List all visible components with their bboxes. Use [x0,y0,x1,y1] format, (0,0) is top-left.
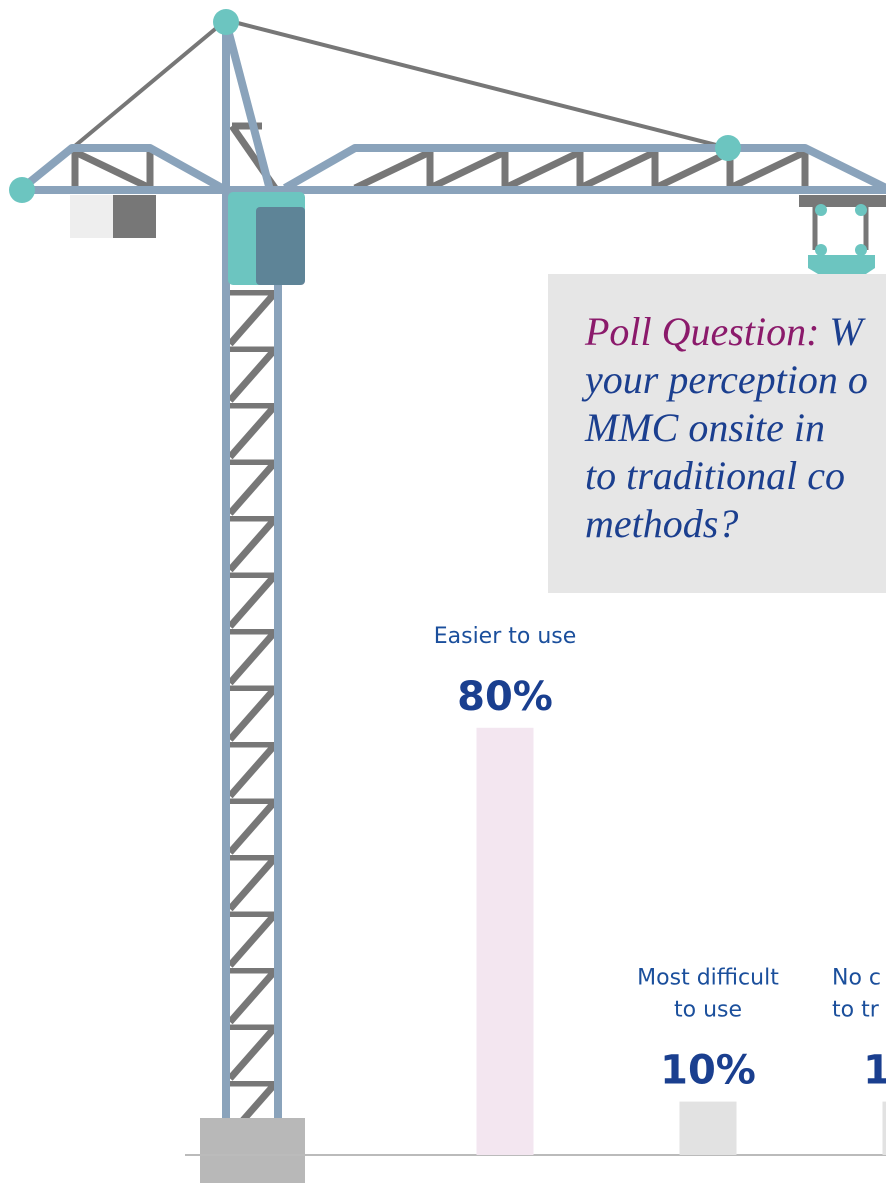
value-label: 10% [660,1048,756,1094]
category-label: No c [832,966,881,991]
bar [882,1101,886,1155]
category-label: to tr [832,998,880,1023]
question-text: to traditional co [585,453,845,498]
question-text: your perception o [581,357,868,402]
question-text: MMC onsite in [584,405,825,450]
category-label: Most difficult [637,966,779,991]
category-label: Easier to use [434,624,577,649]
category-label: to use [674,998,742,1023]
value-label: 10% [863,1048,886,1094]
bar [476,727,534,1155]
value-label: 80% [457,674,553,720]
crane [9,9,886,1183]
question-lead: Poll Question: [584,309,819,354]
question-text: W [829,309,866,354]
question-line: Poll Question: W [584,309,866,354]
question-text: methods? [585,501,738,546]
question-box [548,274,886,593]
bar [679,1101,737,1155]
